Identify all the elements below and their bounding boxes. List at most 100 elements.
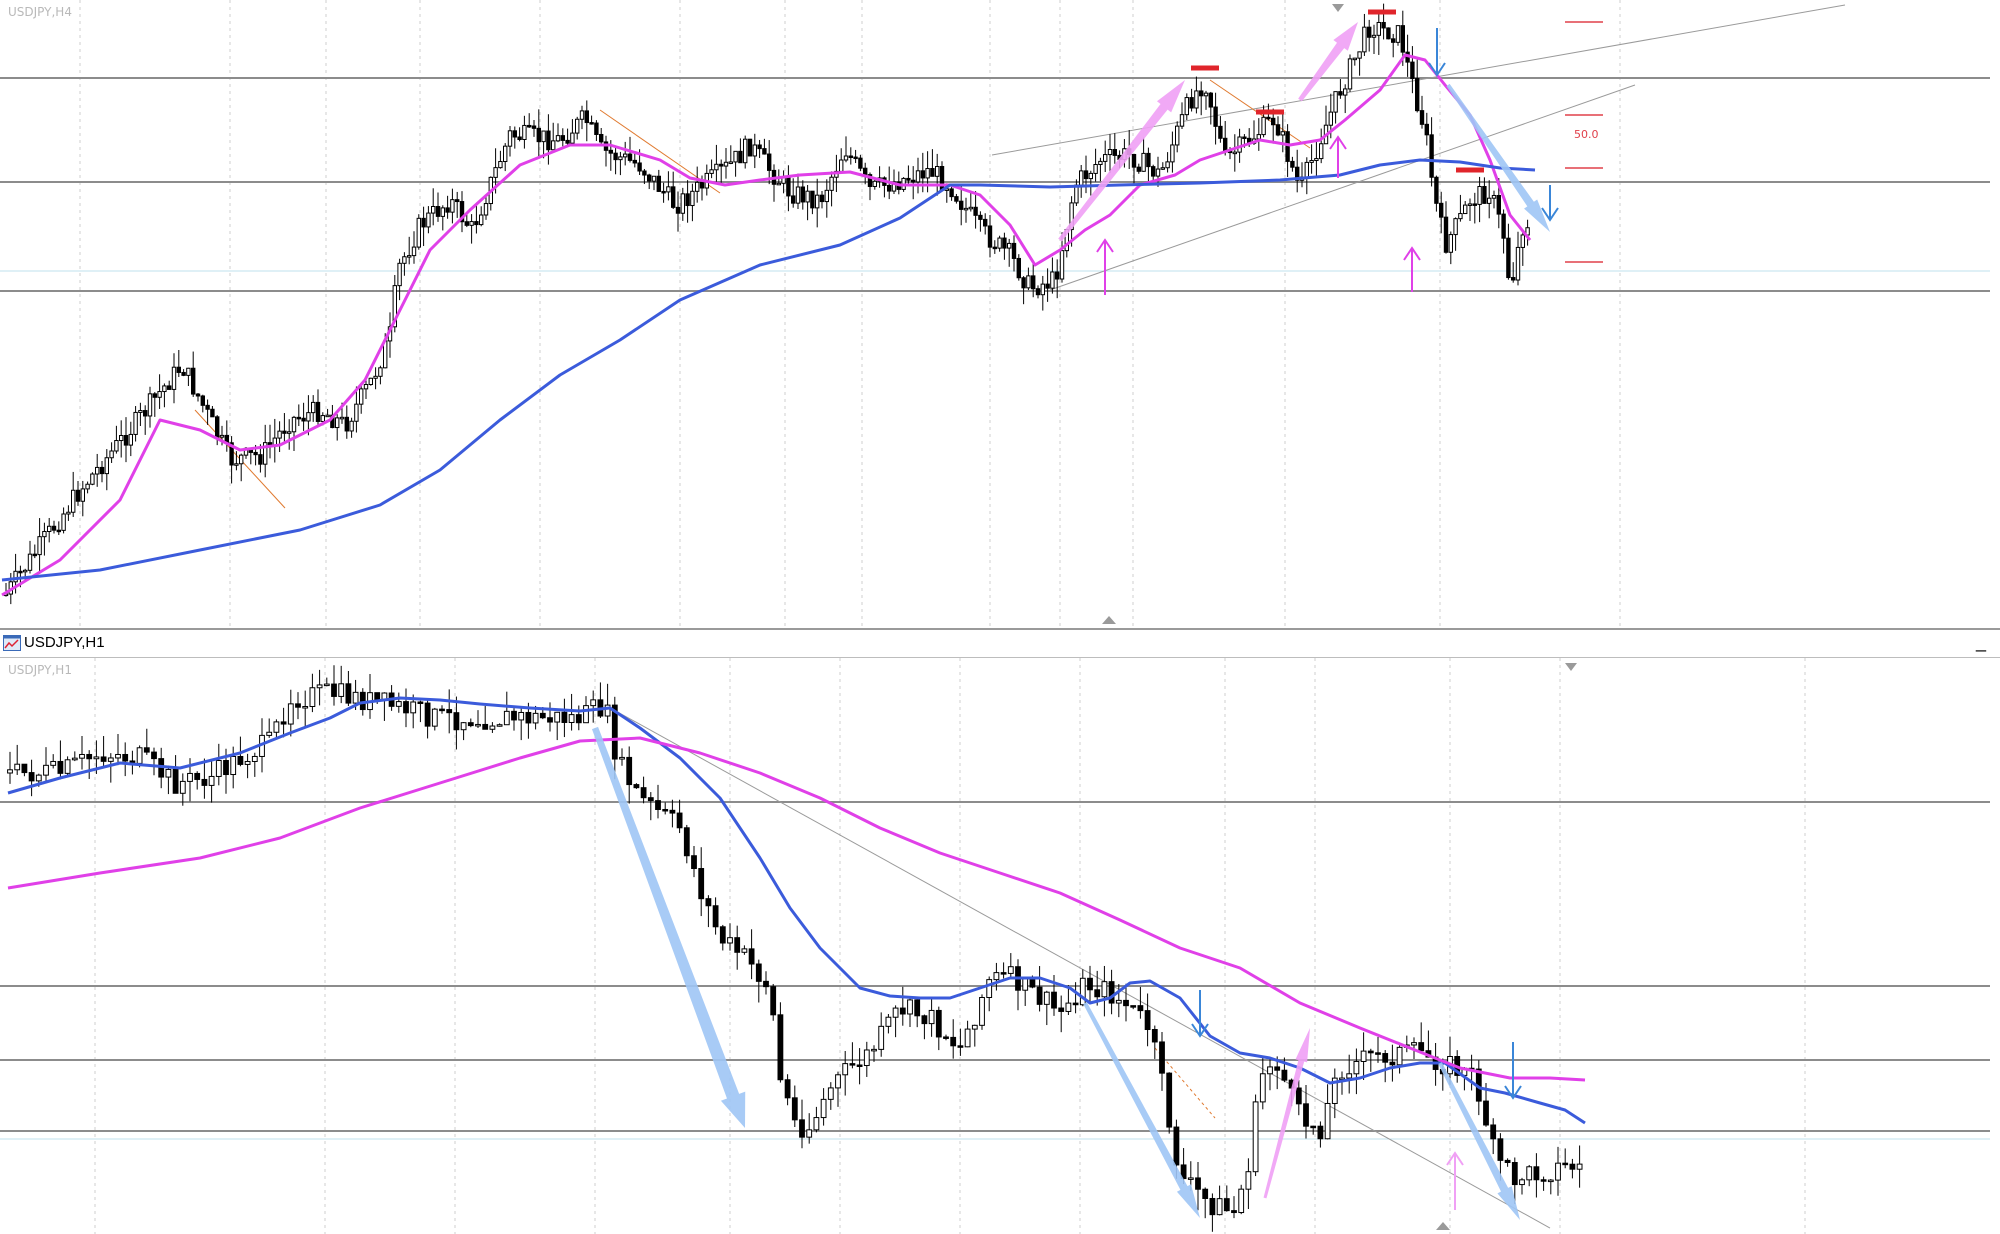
candle-body-bear (143, 410, 148, 417)
candle-body-bull (555, 135, 561, 142)
candle-body-bear (613, 152, 618, 161)
candlestick (296, 404, 302, 427)
candlestick (1045, 268, 1050, 302)
candlestick (949, 186, 954, 201)
candlestick (575, 116, 580, 140)
candle-body-bear (1266, 116, 1271, 120)
candle-body-bull (1238, 1188, 1245, 1214)
candle-body-bull (727, 937, 733, 944)
candle-body-bull (239, 454, 244, 465)
candle-body-bull (1347, 58, 1353, 90)
bullish-trend-arrow-shape (1058, 80, 1185, 242)
candlestick (755, 959, 762, 1003)
candle-body-bear (1338, 91, 1343, 96)
candle-body-bull (695, 181, 700, 192)
h4-chart-canvas[interactable] (0, 0, 2000, 628)
candlestick (1519, 1177, 1525, 1195)
h4-chart-pane[interactable]: USDJPY,H4 50.0 (0, 0, 2000, 628)
candle-body-bull (165, 768, 172, 778)
candle-body-bull (1346, 1073, 1353, 1079)
candlestick (1179, 102, 1185, 129)
candlestick (416, 214, 422, 250)
bullish-signal-arrow-head (1403, 246, 1421, 261)
candlestick (467, 718, 474, 728)
candlestick (1040, 275, 1045, 311)
h1-chart-pane[interactable]: USDJPY,H1 (0, 658, 2000, 1234)
h1-window-header[interactable]: USDJPY,H1 _ (0, 628, 2000, 658)
candle-body-bull (997, 237, 1002, 249)
candlestick (1525, 219, 1530, 246)
candlestick (1362, 13, 1367, 56)
candlestick (1107, 134, 1113, 173)
candle-body-bear (417, 701, 424, 704)
candlestick (1202, 1187, 1209, 1219)
candle-body-bear (1317, 1125, 1324, 1140)
candle-body-bull (1314, 158, 1319, 162)
swing-high-marker (1191, 65, 1219, 71)
candlestick (450, 188, 455, 224)
candle-body-bull (872, 180, 877, 187)
bearish-trend-arrow (1438, 1062, 1520, 1220)
candlestick (1213, 92, 1218, 145)
candlestick (114, 425, 119, 454)
candle-body-bear (1506, 237, 1511, 279)
candlestick (208, 760, 215, 803)
bearish-signal-arrow (1541, 185, 1559, 222)
candle-body-bull (1519, 1179, 1525, 1186)
candlestick (295, 692, 301, 720)
candle-body-bull (835, 1074, 841, 1089)
candlestick (186, 367, 191, 387)
candle-body-bear (191, 367, 196, 395)
candlestick (335, 414, 340, 441)
candlestick (1314, 141, 1319, 179)
candle-body-bear (920, 170, 925, 179)
candlestick (445, 195, 450, 219)
candle-body-bull (66, 511, 71, 515)
candle-body-bear (949, 188, 954, 198)
candle-body-bear (1511, 277, 1516, 281)
candle-body-bull (507, 130, 513, 147)
candle-body-bull (743, 138, 748, 164)
candlestick (464, 214, 470, 228)
candle-body-bull (885, 1016, 892, 1027)
candle-body-bull (93, 756, 100, 760)
candle-body-bear (229, 442, 234, 466)
candle-body-bear (584, 110, 589, 124)
candle-body-bear (1410, 61, 1415, 80)
candle-body-bull (483, 203, 489, 216)
candlestick (1360, 1032, 1367, 1080)
swing-high-marker (1256, 109, 1284, 115)
candle-body-bull (1237, 136, 1242, 153)
candlestick (1310, 1125, 1317, 1135)
candlestick (997, 235, 1002, 252)
candle-body-bull (843, 155, 849, 161)
h1-chart-canvas[interactable] (0, 658, 2000, 1234)
candle-body-bear (1180, 1164, 1187, 1180)
candlestick (1231, 1196, 1237, 1219)
candlestick (64, 756, 71, 776)
candlestick (42, 522, 47, 556)
candle-body-bear (853, 156, 858, 160)
candlestick (547, 702, 553, 732)
candle-body-bull (287, 703, 294, 725)
candle-body-bear (215, 416, 220, 438)
candle-body-bull (234, 463, 239, 466)
candlestick (179, 773, 186, 806)
candle-body-bull (503, 710, 510, 726)
candlestick (522, 115, 527, 149)
candlestick (675, 191, 681, 232)
minimize-button[interactable]: _ (1975, 632, 1986, 652)
candle-body-bull (733, 150, 738, 163)
candle-body-bear (445, 207, 450, 213)
candle-body-bear (1144, 1010, 1151, 1031)
candlestick (1144, 993, 1151, 1047)
candle-body-bear (957, 1045, 964, 1048)
candlestick (395, 692, 402, 713)
candle-body-bull (1362, 26, 1367, 53)
candlestick (1216, 1185, 1223, 1216)
candle-body-bull (1256, 134, 1261, 140)
candle-body-bull (85, 483, 90, 490)
candlestick (302, 690, 309, 729)
candlestick (133, 406, 138, 442)
candlestick (1429, 117, 1434, 187)
